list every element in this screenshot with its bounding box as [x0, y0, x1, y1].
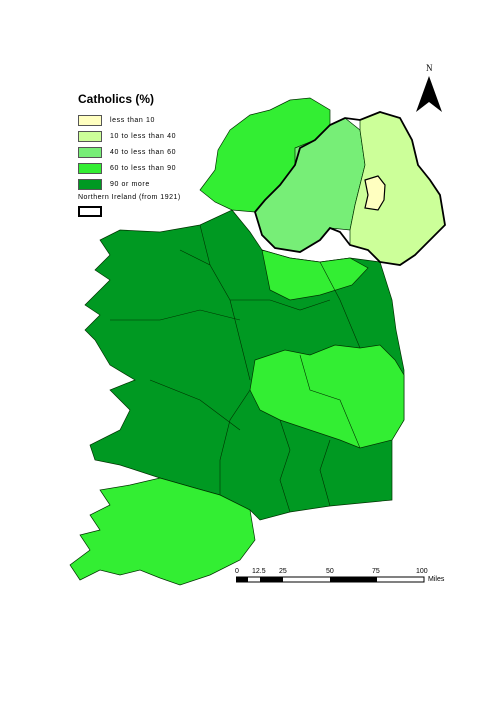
scale-tick-0: 0: [235, 568, 239, 575]
legend-swatch: [78, 130, 102, 142]
region-ni-east: [349, 111, 446, 266]
legend-item-less-than-10: less than 10: [78, 114, 155, 126]
legend-swatch: [78, 114, 102, 126]
legend-label: 60 to less than 90: [110, 164, 177, 172]
region-belfast: [364, 175, 386, 211]
scale-tick-25: 25: [279, 568, 287, 575]
scale-bar: [236, 576, 425, 583]
legend-title: Catholics (%): [78, 92, 155, 106]
legend-label: 90 or more: [110, 180, 150, 188]
legend-ni-swatch: [78, 206, 102, 217]
scale-tick-50: 50: [326, 568, 334, 575]
legend-label: 10 to less than 40: [110, 132, 177, 140]
county-boundaries: [110, 224, 361, 513]
north-arrow-icon: [416, 76, 442, 112]
legend-label: less than 10: [110, 116, 155, 124]
legend-item-90-or-more: 90 or more: [78, 178, 150, 190]
region-southwest: [69, 477, 256, 586]
scale-tick-12-5: 12.5: [252, 568, 266, 575]
legend-swatch: [78, 146, 102, 158]
region-border: [261, 249, 369, 301]
legend-item-10-to-40: 10 to less than 40: [78, 130, 176, 142]
legend-label: 40 to less than 60: [110, 148, 177, 156]
legend-item-40-to-60: 40 to less than 60: [78, 146, 176, 158]
scale-unit: Miles: [428, 576, 445, 583]
ni-boundary: [253, 111, 446, 266]
legend-ni-label: Northern Ireland (from 1921): [78, 194, 181, 201]
legend-swatch: [78, 178, 102, 190]
region-midlands: [249, 344, 405, 449]
scale-tick-100: 100: [416, 568, 428, 575]
scale-tick-75: 75: [372, 568, 380, 575]
legend-item-60-to-90: 60 to less than 90: [78, 162, 176, 174]
north-label: N: [426, 63, 433, 73]
legend-swatch: [78, 162, 102, 174]
